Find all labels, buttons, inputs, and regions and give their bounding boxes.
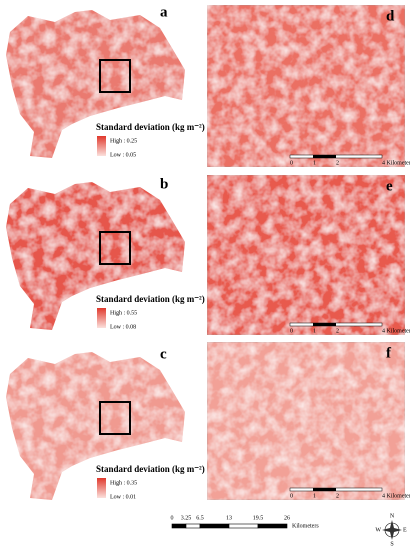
legend-ramp (97, 136, 106, 156)
scale-label: 13 (226, 515, 232, 521)
compass-n: N (390, 513, 395, 519)
zoom-scale-label: 1 (313, 160, 316, 166)
scale-seg (257, 523, 288, 529)
legend-low: Low : 0.08 (110, 324, 136, 330)
zoom-scale-label: 4 Kilometers (382, 328, 410, 334)
compass-e: E (403, 527, 407, 533)
compass-s: S (390, 541, 393, 547)
zoom-scale-label: 4 Kilometers (382, 493, 410, 499)
zoom-scale-label: 1 (313, 328, 316, 334)
zoom-scale-seg (313, 323, 336, 326)
zoom-scale-label: 2 (336, 160, 339, 166)
region-map (6, 182, 185, 330)
zoom-label: f (386, 345, 392, 361)
zoom-map (206, 174, 406, 336)
zoom-label: e (386, 178, 393, 194)
zoom-scale-seg (313, 155, 336, 158)
scale-label: 19.5 (253, 515, 264, 521)
scale-label: 3.25 (181, 515, 192, 521)
scale-label: 0 (171, 515, 174, 521)
legend-high: High : 0.55 (110, 310, 137, 316)
scale-label: 26 (284, 515, 290, 521)
zoom-scale-label: 0 (290, 160, 293, 166)
zoom-box (99, 231, 131, 265)
zoom-box (99, 401, 131, 435)
compass-star (382, 520, 402, 540)
zoom-label: d (386, 8, 395, 24)
zoom-map (206, 341, 406, 501)
region-map (6, 10, 185, 158)
map-label: a (160, 4, 168, 20)
legend-low: Low : 0.01 (110, 494, 136, 500)
zoom-scale-label: 0 (290, 493, 293, 499)
zoom-scale-label: 2 (336, 328, 339, 334)
legend-ramp (97, 308, 106, 328)
scale-label: 6.5 (196, 515, 204, 521)
map-label: b (160, 176, 168, 192)
scale-seg (199, 523, 230, 529)
region-map (6, 352, 185, 500)
legend-title: Standard deviation (kg m⁻²) (96, 294, 205, 304)
legend-title: Standard deviation (kg m⁻²) (96, 122, 205, 132)
scale-seg (228, 523, 259, 529)
zoom-box (99, 59, 131, 93)
zoom-scale-label: 4 Kilometers (382, 160, 410, 166)
scale-seg (171, 523, 187, 529)
legend-high: High : 0.35 (110, 480, 137, 486)
map-label: c (160, 346, 167, 362)
zoom-scale-label: 2 (336, 493, 339, 499)
legend-high: High : 0.25 (110, 138, 137, 144)
zoom-map (206, 4, 406, 168)
legend-ramp (97, 478, 106, 498)
zoom-scale-label: 1 (313, 493, 316, 499)
scale-seg (185, 523, 201, 529)
zoom-scale-seg (313, 488, 336, 491)
legend-low: Low : 0.05 (110, 152, 136, 158)
compass-w: W (375, 527, 381, 533)
scale-unit: Kilometers (292, 523, 319, 529)
zoom-scale-label: 0 (290, 328, 293, 334)
legend-title: Standard deviation (kg m⁻²) (96, 464, 205, 474)
